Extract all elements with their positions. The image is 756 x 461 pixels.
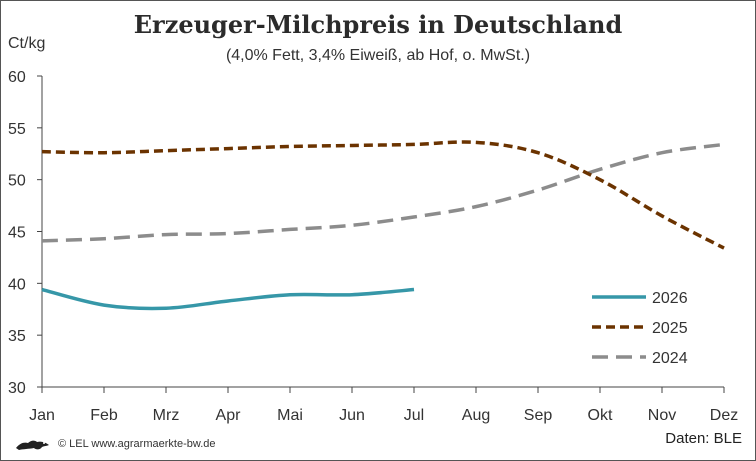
x-tick-label: Apr	[216, 407, 242, 424]
y-tick-label: 40	[8, 276, 26, 293]
footer-credit: © LEL www.agrarmaerkte-bw.de	[14, 437, 216, 451]
x-tick-label: Feb	[90, 407, 118, 424]
x-tick-label: Jul	[404, 407, 424, 424]
data-source-label: Daten: BLE	[665, 430, 742, 447]
x-tick-label: Nov	[648, 407, 676, 424]
legend-label-2025: 2025	[652, 320, 688, 337]
source-credit-text: © LEL www.agrarmaerkte-bw.de	[58, 438, 216, 450]
x-tick-label: Aug	[462, 407, 490, 424]
y-tick-label: 35	[8, 328, 26, 345]
y-axis-unit-label: Ct/kg	[8, 35, 46, 52]
legend: 2026 2025 2024	[592, 290, 688, 367]
legend-label-2024: 2024	[652, 350, 688, 367]
y-tick-label: 45	[8, 225, 26, 242]
y-tick-label: 60	[8, 69, 26, 86]
chart-subtitle: (4,0% Fett, 3,4% Eiweiß, ab Hof, o. MwSt…	[225, 47, 531, 64]
lion-emblem-icon	[16, 440, 49, 450]
chart-title: Erzeuger-Milchpreis in Deutschland	[133, 10, 623, 39]
x-tick-label: Jan	[29, 407, 55, 424]
axes: 30 35 40 45 50 55 60 Jan Feb Mrz Apr Mai Jun Jul Aug Se…	[8, 69, 738, 424]
y-tick-label: 30	[8, 380, 26, 397]
series-line-2025	[41, 140, 725, 250]
x-tick-label: Sep	[524, 407, 553, 424]
x-tick-label: Mai	[277, 407, 303, 424]
x-tick-label: Okt	[588, 407, 613, 424]
x-tick-label: Jun	[339, 407, 365, 424]
y-tick-label: 55	[8, 121, 26, 138]
x-tick-label: Mrz	[153, 407, 180, 424]
x-tick-label: Dez	[710, 407, 738, 424]
y-tick-label: 50	[8, 173, 26, 190]
series-line-2026	[41, 287, 415, 311]
series-layer	[41, 140, 725, 311]
series-line-2024	[41, 142, 725, 243]
legend-label-2026: 2026	[652, 290, 688, 307]
